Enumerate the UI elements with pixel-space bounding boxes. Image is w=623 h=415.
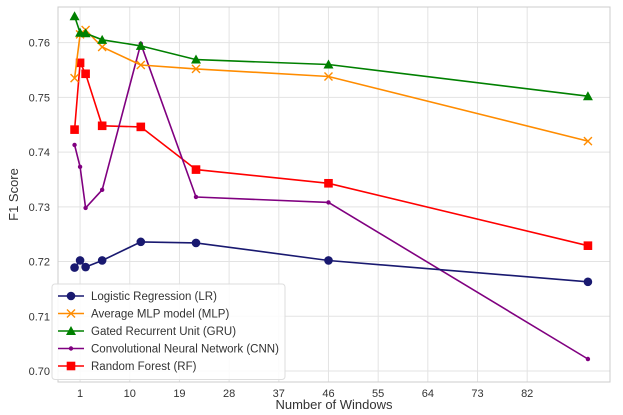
data-point [97,121,107,131]
series-line [73,28,589,142]
data-point [97,34,108,44]
legend: Logistic Regression (LR) Average MLP mode… [51,283,286,380]
data-point [323,59,334,69]
data-point [77,164,83,170]
x-tick-label: 37 [273,388,285,400]
data-point [324,256,333,265]
y-axis-label: F1 Score [6,168,21,221]
legend-item: Convolutional Neural Network (CNN) [58,344,279,356]
data-point [191,165,201,174]
data-point [191,54,201,64]
y-tick-label: 0.72 [29,257,50,269]
legend-label: Random Forest (RF) [91,361,197,373]
y-tick-label: 0.76 [29,38,50,50]
data-point [135,40,146,50]
legend-item: Logistic Regression (LR) [58,291,217,303]
data-point [323,72,333,82]
data-point [75,256,85,265]
series-layer [69,11,593,362]
data-point [81,262,90,272]
legend-label: Logistic Regression (LR) [91,291,217,303]
data-point [191,238,201,248]
data-point [136,122,146,132]
y-tick-label: 0.74 [29,147,50,159]
legend-swatch-marker [66,291,76,301]
data-point [583,241,593,250]
data-point [72,142,77,148]
series-line [73,41,589,360]
x-tick-label: 73 [471,388,483,400]
legend-item: Random Forest (RF) [58,361,197,373]
series-0 [70,237,593,287]
data-point [70,125,79,134]
series-4 [70,58,593,250]
series-2 [69,11,593,101]
legend-swatch-marker [66,309,76,318]
data-point [583,136,593,146]
x-tick-label: 46 [322,388,334,400]
data-point [583,277,593,287]
legend-item: Average MLP model (MLP) [58,309,229,321]
y-tick-label: 0.71 [29,311,50,323]
data-point [83,205,88,211]
legend-swatch-marker [66,326,76,335]
data-point [81,69,90,79]
x-tick-label: 10 [124,388,136,400]
legend-label: Convolutional Neural Network (CNN) [91,344,279,356]
x-tick-label: 1 [77,388,83,400]
data-point [136,237,146,247]
x-tick-label: 28 [223,388,235,400]
data-point [70,263,79,272]
x-axis-label: Number of Windows [275,397,393,412]
legend-box [51,283,286,380]
x-tick-label: 55 [372,388,384,400]
data-point [69,11,80,21]
legend-label: Average MLP model (MLP) [91,309,229,321]
legend-swatch-marker [68,346,74,351]
series-3 [72,41,591,362]
axis-ticks: 1 10 19 28 37 46 55 64 73 82 0.70 0.71 0.72 0.73 0.74 0… [29,38,534,400]
data-point [75,58,85,68]
y-tick-label: 0.70 [29,366,50,378]
data-point [582,91,593,101]
data-point [324,178,333,188]
data-point [99,187,105,193]
legend-label: Gated Recurrent Unit (GRU) [91,326,236,338]
plot-frame [57,6,611,383]
data-point [97,42,107,52]
series-1 [70,25,593,146]
series-line [73,16,588,97]
y-tick-label: 0.75 [29,92,50,104]
x-tick-label: 64 [422,388,434,400]
legend-item: Gated Recurrent Unit (GRU) [58,326,236,338]
data-point [193,194,199,200]
series-line [73,59,589,247]
x-tick-label: 82 [521,388,533,400]
legend-swatch-marker [66,361,76,371]
data-point [191,64,201,74]
data-point [97,256,107,265]
data-point [326,200,331,205]
data-point [80,28,91,38]
x-tick-label: 19 [173,388,185,400]
y-tick-label: 0.73 [29,202,50,214]
data-point [70,73,80,83]
data-point [585,356,591,362]
data-point [136,60,146,70]
